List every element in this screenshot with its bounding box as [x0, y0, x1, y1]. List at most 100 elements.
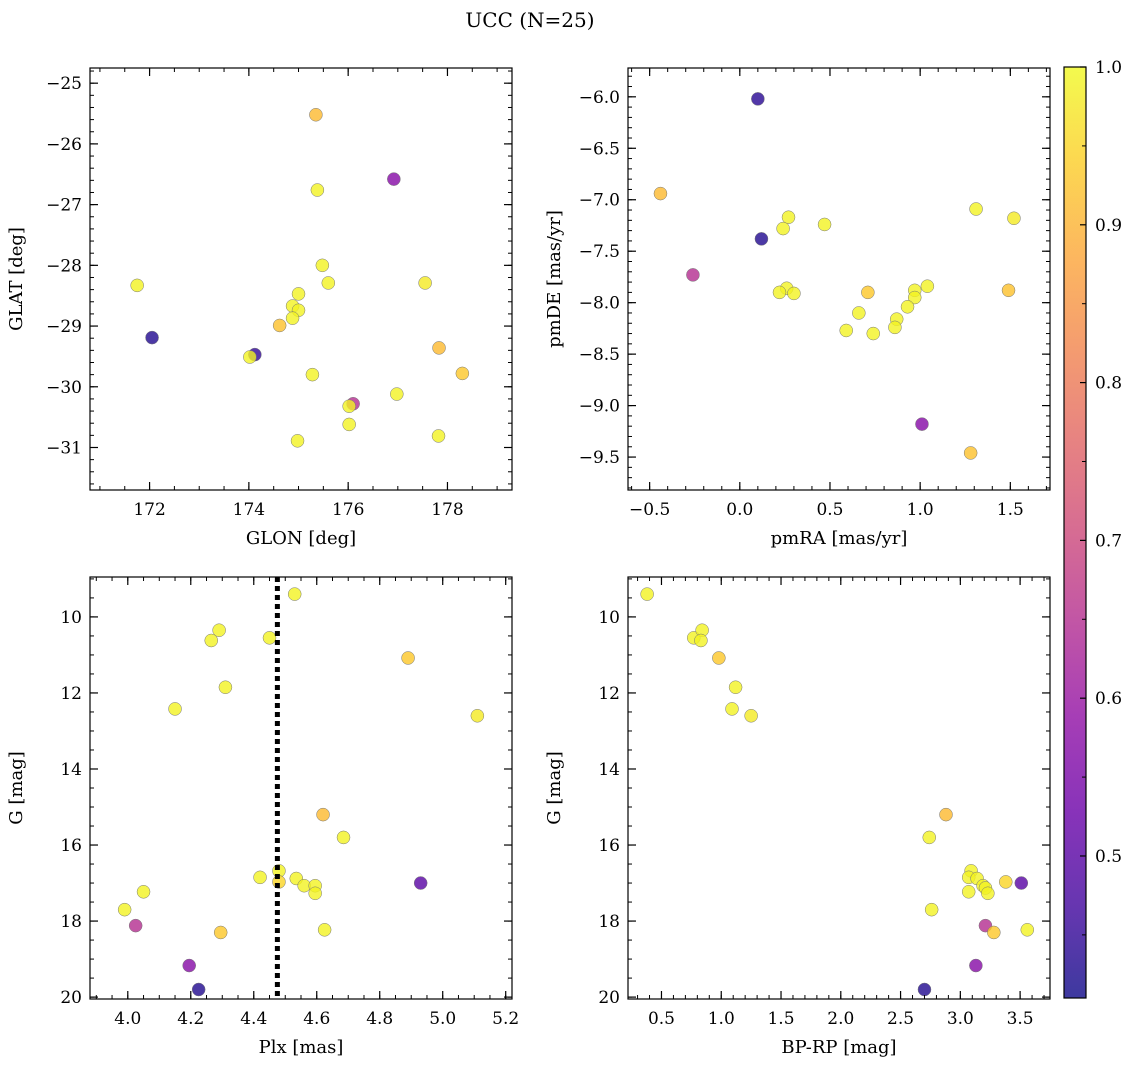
scatter-point-glon-glat-19: [342, 399, 356, 413]
scatter-point-plx-g-20: [128, 918, 143, 933]
x-axis-label: GLON [deg]: [246, 528, 356, 549]
y-tick-label: 10: [598, 608, 620, 628]
scatter-point-plx-g-7: [470, 709, 485, 723]
scatter-point-glon-glat-12: [145, 330, 159, 345]
scatter-point-pmra-pmde-10: [772, 285, 787, 300]
scatter-point-glon-glat-1: [387, 172, 401, 186]
y-tick-label: 18: [598, 912, 620, 932]
scatter-point-glon-glat-4: [321, 276, 336, 290]
scatter-point-pmra-pmde-21: [839, 323, 853, 338]
scatter-point-plx-g-9: [336, 830, 351, 845]
scatter-point-bprp-g-21: [1020, 923, 1035, 937]
y-tick-label: 20: [60, 988, 82, 1008]
scatter-point-pmra-pmde-16: [907, 290, 922, 305]
scatter-point-pmra-pmde-14: [920, 279, 935, 293]
x-tick-label: −0.5: [629, 500, 670, 520]
scatter-point-bprp-g-3: [694, 633, 708, 648]
scatter-point-plx-g-19: [117, 902, 132, 917]
x-tick-label: 3.0: [947, 1009, 974, 1029]
scatter-point-plx-g-17: [136, 885, 151, 899]
x-tick-label: 178: [431, 500, 463, 520]
axes-frame: [627, 67, 1051, 491]
colorbar-tick-label: 0.8: [1095, 374, 1122, 394]
scatter-point-pmra-pmde-24: [963, 446, 978, 460]
y-tick-label: −25: [46, 74, 82, 94]
x-tick-label: 174: [233, 500, 265, 520]
scatter-point-glon-glat-20: [390, 387, 404, 401]
y-tick-label: −28: [46, 256, 82, 276]
scatter-point-pmra-pmde-3: [1007, 211, 1021, 226]
scatter-point-pmra-pmde-22: [866, 326, 881, 341]
y-tick-label: 16: [598, 836, 620, 856]
y-tick-label: 14: [60, 760, 82, 780]
colorbar-tick-label: 0.7: [1095, 531, 1122, 551]
y-tick-label: −26: [46, 135, 82, 155]
colorbar-tick-label: 0.9: [1095, 216, 1122, 236]
scatter-point-glon-glat-3: [315, 258, 330, 273]
scatter-point-glon-glat-17: [305, 367, 320, 382]
scatter-point-pmra-pmde-1: [653, 186, 668, 201]
x-tick-label: 1.0: [708, 1009, 735, 1029]
x-tick-label: 4.8: [366, 1009, 393, 1029]
scatter-point-bprp-g-22: [987, 925, 1001, 940]
axes-frame: [89, 576, 513, 1000]
scatter-point-bprp-g-9: [922, 830, 937, 845]
x-tick-label: 5.2: [492, 1009, 519, 1029]
colorbar: 0.5 0.6 0.7 0.8 0.9 1.0: [1063, 58, 1122, 999]
panel-glon-glat: 172 174 176 178 −31 −30 −29 −28 −27 −26 −25 GLON [d…: [6, 67, 513, 549]
scatter-point-pmra-pmde-20: [888, 320, 902, 335]
x-tick-label: 2.0: [827, 1009, 854, 1029]
scatter-point-glon-glat-21: [342, 417, 356, 432]
scatter-point-plx-g-11: [253, 870, 267, 885]
y-tick-label: 18: [60, 912, 82, 932]
scatter-point-pmra-pmde-11: [787, 286, 801, 301]
scatter-point-plx-g-23: [182, 958, 196, 973]
y-tick-label: −7.0: [579, 191, 620, 211]
scatter-point-glon-glat-6: [130, 278, 144, 293]
scatter-point-pmra-pmde-18: [852, 306, 866, 320]
scatter-point-bprp-g-18: [981, 886, 995, 901]
y-tick-label: −9.5: [579, 448, 620, 468]
panel-plx-g: 4.0 4.2 4.4 4.6 4.8 5.0 5.2 10 12 14 16 18 20 Plx [ma…: [6, 576, 519, 1058]
scatter-point-plx-g-4: [401, 651, 415, 665]
scatter-point-plx-g-21: [317, 923, 332, 937]
y-axis-label: pmDE [mas/yr]: [544, 210, 565, 348]
x-tick-label: 3.5: [1007, 1009, 1034, 1029]
scatter-point-bprp-g-7: [744, 709, 758, 723]
scatter-point-glon-glat-22: [290, 434, 305, 448]
scatter-point-bprp-g-0: [640, 587, 654, 601]
scatter-point-pmra-pmde-0: [751, 92, 765, 106]
panel-bprp-g: 0.5 1.0 1.5 2.0 2.5 3.0 3.5 10 12 14 16 18 20 BP-RP […: [544, 576, 1051, 1058]
y-axis-label: G [mag]: [544, 751, 565, 824]
scatter-point-bprp-g-23: [969, 958, 983, 973]
scatter-point-bprp-g-24: [917, 982, 932, 997]
scatter-point-bprp-g-6: [725, 702, 739, 716]
figure-title: UCC (N=25): [465, 8, 594, 32]
scatter-point-bprp-g-17: [961, 885, 976, 899]
y-tick-label: −8.0: [579, 294, 620, 314]
scatter-point-pmra-pmde-2: [969, 202, 983, 216]
panel-pmra-pmde: −0.5 0.0 0.5 1.0 1.5 −9.5 −9.0 −8.5 −8.0 −7.5 −7.0…: [544, 67, 1051, 549]
scatter-point-plx-g-1: [212, 623, 226, 637]
scatter-point-bprp-g-13: [999, 875, 1013, 889]
x-tick-label: 0.0: [726, 500, 753, 520]
scatter-point-glon-glat-2: [310, 183, 325, 197]
scatter-point-pmra-pmde-7: [754, 232, 769, 246]
scatter-point-glon-glat-5: [291, 287, 306, 301]
y-axis-label: GLAT [deg]: [6, 227, 27, 331]
scatter-point-plx-g-3: [262, 631, 277, 645]
scatter-point-pmra-pmde-12: [861, 285, 875, 300]
y-tick-label: −30: [46, 378, 82, 398]
x-tick-label: 1.0: [907, 500, 934, 520]
x-tick-label: 5.0: [429, 1009, 456, 1029]
x-tick-label: 1.5: [767, 1009, 794, 1029]
scatter-point-glon-glat-14: [243, 350, 257, 364]
scatter-point-bprp-g-14: [1014, 876, 1029, 890]
x-tick-label: 4.6: [303, 1009, 330, 1029]
scatter-point-pmra-pmde-4: [781, 210, 796, 224]
x-tick-label: 0.5: [816, 500, 843, 520]
scatter-point-glon-glat-16: [455, 366, 470, 381]
y-tick-label: 20: [598, 988, 620, 1008]
colorbar-tick-label: 1.0: [1095, 58, 1122, 78]
